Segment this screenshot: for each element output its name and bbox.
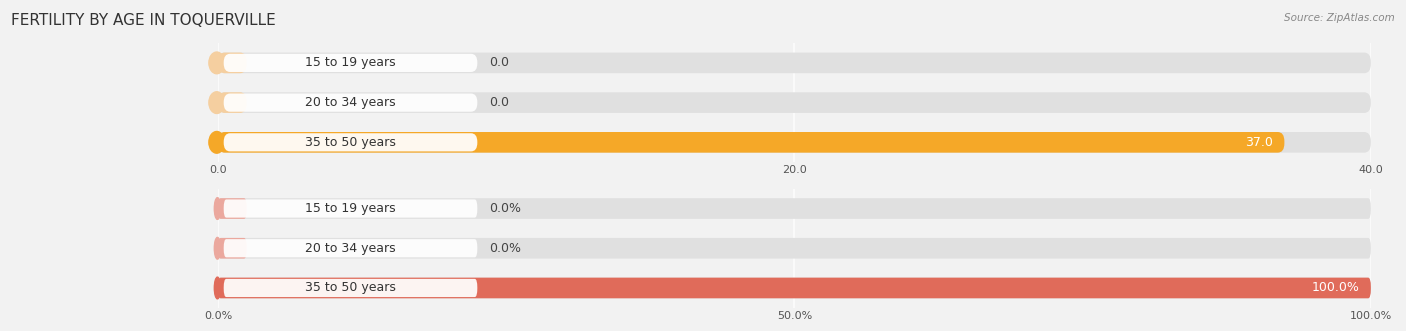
Text: 35 to 50 years: 35 to 50 years	[305, 136, 396, 149]
FancyBboxPatch shape	[224, 54, 478, 72]
Circle shape	[209, 92, 225, 114]
Circle shape	[214, 237, 221, 259]
FancyBboxPatch shape	[218, 92, 247, 113]
FancyBboxPatch shape	[218, 53, 1371, 73]
Circle shape	[209, 131, 225, 153]
FancyBboxPatch shape	[218, 238, 247, 259]
Text: 35 to 50 years: 35 to 50 years	[305, 281, 396, 295]
FancyBboxPatch shape	[218, 92, 1371, 113]
FancyBboxPatch shape	[224, 133, 478, 151]
Text: 0.0: 0.0	[489, 56, 509, 70]
Text: 0.0%: 0.0%	[489, 242, 520, 255]
Text: 0.0%: 0.0%	[489, 202, 520, 215]
Text: 15 to 19 years: 15 to 19 years	[305, 56, 396, 70]
FancyBboxPatch shape	[218, 278, 1371, 298]
Text: 20 to 34 years: 20 to 34 years	[305, 96, 396, 109]
Text: FERTILITY BY AGE IN TOQUERVILLE: FERTILITY BY AGE IN TOQUERVILLE	[11, 13, 276, 28]
Text: 100.0%: 100.0%	[1312, 281, 1360, 295]
FancyBboxPatch shape	[218, 132, 1371, 153]
Circle shape	[214, 198, 221, 219]
Text: 37.0: 37.0	[1244, 136, 1272, 149]
FancyBboxPatch shape	[218, 198, 247, 219]
FancyBboxPatch shape	[224, 94, 478, 112]
Text: 15 to 19 years: 15 to 19 years	[305, 202, 396, 215]
FancyBboxPatch shape	[218, 278, 1371, 298]
Text: 0.0: 0.0	[489, 96, 509, 109]
Circle shape	[214, 277, 221, 299]
FancyBboxPatch shape	[224, 279, 478, 297]
FancyBboxPatch shape	[218, 53, 247, 73]
FancyBboxPatch shape	[224, 239, 478, 257]
FancyBboxPatch shape	[218, 238, 1371, 259]
FancyBboxPatch shape	[224, 200, 478, 217]
Text: Source: ZipAtlas.com: Source: ZipAtlas.com	[1284, 13, 1395, 23]
FancyBboxPatch shape	[218, 198, 1371, 219]
FancyBboxPatch shape	[218, 132, 1285, 153]
Circle shape	[209, 52, 225, 74]
Text: 20 to 34 years: 20 to 34 years	[305, 242, 396, 255]
